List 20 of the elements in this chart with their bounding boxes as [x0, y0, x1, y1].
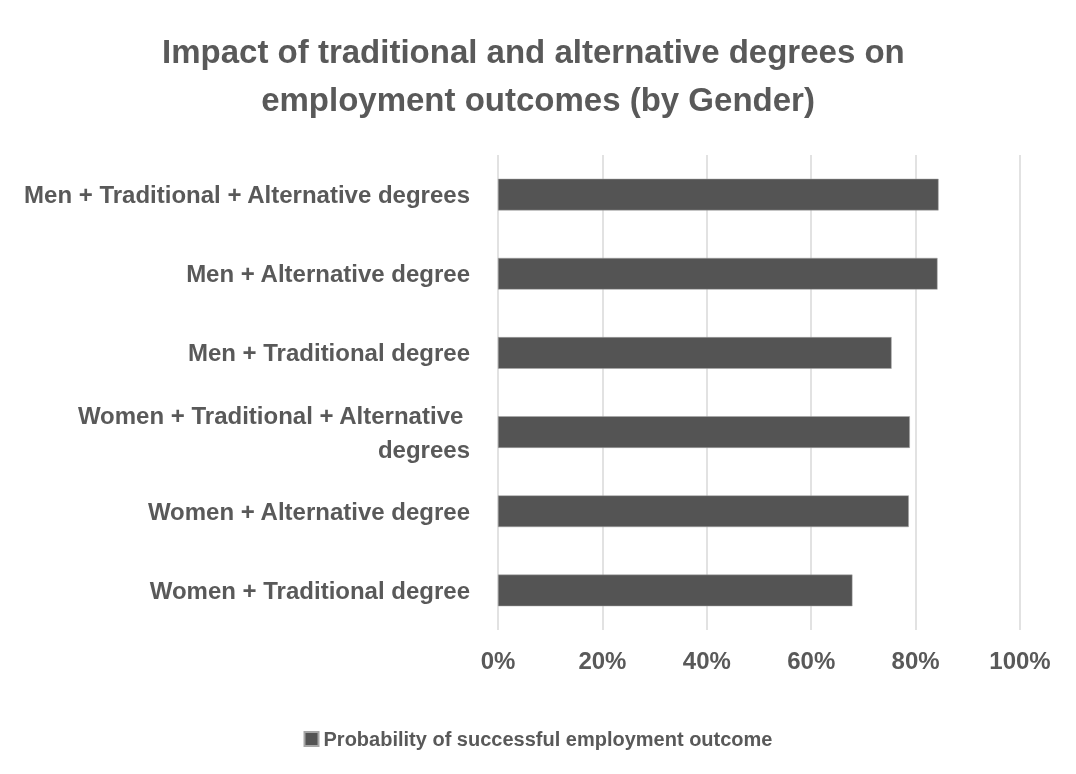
- y-tick-label: Women + Traditional + Alternative degrees: [77, 401, 470, 463]
- bar: [498, 495, 909, 528]
- bar: [498, 416, 910, 448]
- y-tick-label: Men + Traditional + Alternative degrees: [24, 181, 470, 209]
- x-tick-label: 100%: [989, 646, 1051, 674]
- y-tick-label: Women + Alternative degree: [147, 497, 470, 525]
- x-tick-label: 60%: [787, 646, 836, 674]
- x-tick-label: 20%: [578, 646, 627, 674]
- legend-label: Probability of successful employment outcome: [323, 728, 773, 750]
- y-tick-label: Women + Traditional degree: [149, 576, 470, 604]
- bar: [498, 257, 938, 290]
- x-tick-label: 80%: [891, 646, 940, 674]
- bar: [498, 337, 892, 369]
- y-tick-label: Men + Alternative degree: [186, 260, 470, 288]
- bar: [498, 178, 939, 211]
- x-tick-label: 40%: [682, 646, 731, 674]
- y-tick-label: Men + Traditional degree: [187, 339, 470, 367]
- chart-title: Impact of traditional and alternative degrees on employment outcomes (by Gender): [162, 32, 914, 118]
- x-tick-label: 0%: [480, 646, 516, 674]
- bar: [498, 574, 853, 607]
